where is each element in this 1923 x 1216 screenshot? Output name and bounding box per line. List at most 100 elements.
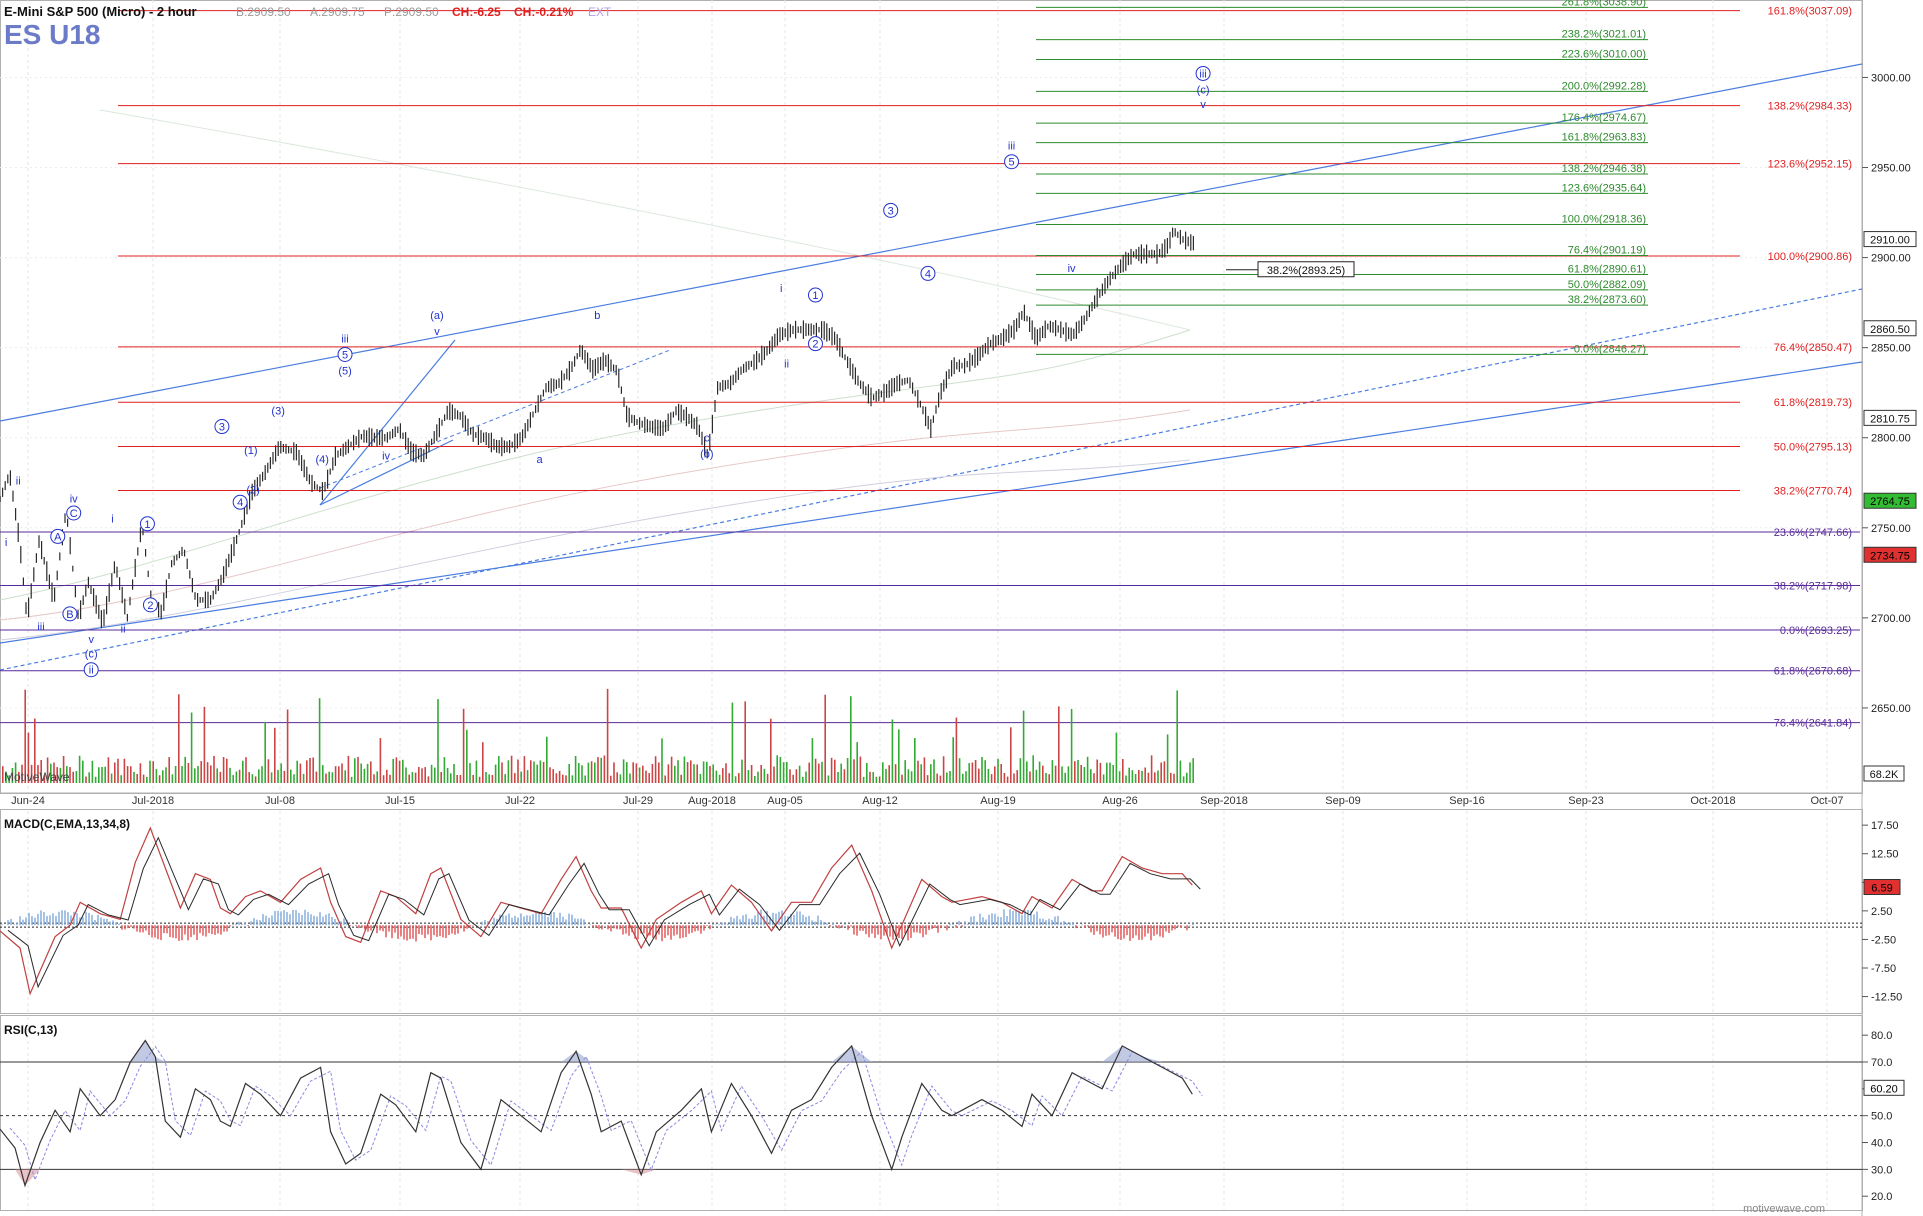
volume-bar bbox=[891, 719, 894, 783]
volume-bar bbox=[437, 699, 439, 783]
wave-label: 4 bbox=[237, 497, 243, 509]
volume-bar bbox=[1083, 767, 1086, 783]
wave-label: ii bbox=[16, 476, 21, 488]
volume-bar bbox=[139, 763, 142, 783]
rsi-tick-label: 20.0 bbox=[1871, 1191, 1892, 1203]
volume-bar bbox=[18, 771, 20, 783]
volume-bar bbox=[904, 760, 906, 783]
volume-bar bbox=[725, 763, 727, 783]
moving-averages bbox=[0, 109, 1191, 641]
macd-title: MACD(C,EMA,13,34,8) bbox=[4, 817, 130, 831]
volume-bar bbox=[1122, 759, 1124, 783]
fib-green-label: 138.2%(2946.38) bbox=[1562, 163, 1646, 175]
date-tick-label: Aug-2018 bbox=[688, 795, 736, 807]
volume-bar bbox=[696, 764, 698, 783]
volume-bar bbox=[498, 756, 500, 783]
volume-bar bbox=[587, 762, 590, 783]
date-tick-label: Sep-16 bbox=[1449, 795, 1484, 807]
volume-bar bbox=[523, 756, 526, 783]
volume-bar bbox=[1186, 772, 1188, 783]
volume-bar bbox=[235, 771, 238, 783]
volume-bar bbox=[219, 771, 222, 783]
wave-label: 2 bbox=[812, 339, 818, 351]
volume-bar bbox=[363, 768, 366, 783]
volume-bar bbox=[830, 757, 833, 783]
volume-bar bbox=[715, 770, 718, 783]
price-tick-label: 3000.00 bbox=[1871, 72, 1911, 84]
date-tick-label: Jun-24 bbox=[11, 795, 45, 807]
quote-change-pct: CH:-0.21% bbox=[514, 5, 574, 19]
rsi-tick-label: 70.0 bbox=[1871, 1057, 1892, 1069]
volume-bar bbox=[59, 767, 62, 783]
volume-bar bbox=[651, 764, 654, 783]
volume-bar bbox=[194, 768, 196, 783]
volume-bar bbox=[667, 764, 670, 783]
volume-bar bbox=[894, 764, 897, 783]
volume-bar bbox=[174, 766, 177, 783]
volume-bar bbox=[62, 756, 65, 783]
volume-bar bbox=[990, 774, 993, 783]
volume-bar bbox=[552, 769, 554, 783]
volume-bar bbox=[674, 765, 676, 783]
volume-bar bbox=[760, 765, 762, 783]
date-tick-label: Aug-05 bbox=[767, 795, 802, 807]
volume-bar bbox=[978, 768, 980, 783]
volume-bar bbox=[987, 768, 990, 783]
volume-bar bbox=[1054, 765, 1057, 783]
volume-bar bbox=[965, 771, 967, 783]
axis-price-marker-label: 2810.75 bbox=[1870, 413, 1910, 425]
volume-bar bbox=[72, 771, 74, 783]
volume-bar bbox=[318, 698, 321, 783]
volume-bar bbox=[1051, 760, 1054, 783]
volume-bar bbox=[1192, 758, 1194, 783]
volume-bar bbox=[248, 772, 250, 783]
volume-bar bbox=[613, 762, 615, 783]
volume-bar bbox=[939, 775, 942, 783]
volume-bar bbox=[245, 757, 247, 783]
volume-bar bbox=[872, 772, 874, 783]
volume-bar bbox=[542, 761, 545, 783]
wave-label: iii bbox=[37, 621, 44, 633]
volume-bar bbox=[974, 760, 977, 783]
wave-label: c bbox=[704, 432, 710, 444]
fib-red-label: 100.0%(2900.86) bbox=[1768, 251, 1852, 263]
volume-bar bbox=[1182, 776, 1185, 783]
price-tick-label: 2850.00 bbox=[1871, 343, 1911, 355]
volume-bar bbox=[155, 769, 158, 783]
fib-green-label: 50.0%(2882.09) bbox=[1568, 279, 1646, 291]
volume-bars bbox=[2, 688, 1194, 783]
volume-bar bbox=[578, 763, 580, 783]
date-tick-label: Jul-29 bbox=[623, 795, 653, 807]
volume-bar bbox=[117, 758, 119, 783]
volume-bar bbox=[606, 688, 609, 783]
volume-bar bbox=[1016, 770, 1018, 783]
volume-bar bbox=[779, 756, 782, 783]
volume-bar bbox=[293, 774, 295, 783]
volume-bar bbox=[722, 768, 724, 783]
volume-bar bbox=[392, 759, 394, 783]
volume-bar bbox=[267, 759, 270, 783]
volume-bar bbox=[590, 761, 593, 783]
impulse-line bbox=[319, 339, 456, 506]
macd-current-label: 6.59 bbox=[1871, 882, 1892, 894]
volume-bar bbox=[683, 756, 686, 783]
price-axis: 2650.00 2700.00 2750.00 2800.00 2850.00 2900.… bbox=[1862, 72, 1917, 782]
volume-bar bbox=[946, 772, 948, 783]
volume-bar bbox=[856, 742, 858, 783]
volume-bar bbox=[568, 764, 570, 783]
volume-bar bbox=[968, 763, 970, 783]
axis-price-marker-label: 2734.75 bbox=[1870, 550, 1910, 562]
volume-bar bbox=[645, 770, 647, 783]
horizontal-grid bbox=[0, 76, 1862, 709]
boxed-fib-box bbox=[1257, 261, 1355, 278]
volume-bar bbox=[763, 768, 766, 783]
volume-bar bbox=[619, 774, 622, 783]
rsi-tick-label: 40.0 bbox=[1871, 1138, 1892, 1150]
dashed-channel-line bbox=[0, 288, 1863, 671]
wave-label: ii bbox=[121, 623, 126, 635]
wave-label: (1) bbox=[244, 445, 257, 457]
volume-bar bbox=[1010, 727, 1012, 783]
volume-bar bbox=[709, 765, 711, 783]
volume-bar bbox=[539, 760, 542, 783]
volume-bar bbox=[738, 773, 740, 783]
